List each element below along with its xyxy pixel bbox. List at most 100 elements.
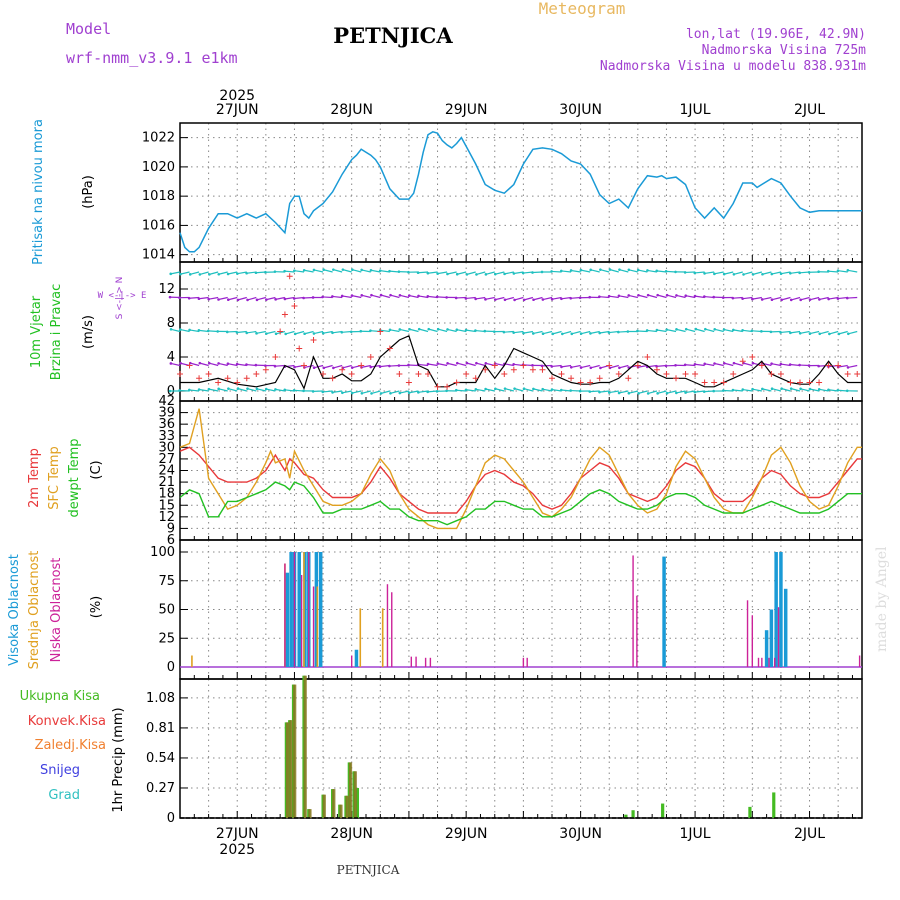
wind-arrow bbox=[228, 296, 238, 301]
wind-arrow bbox=[294, 270, 305, 273]
wind-arrow-head bbox=[331, 295, 334, 298]
wind-arrow-head bbox=[417, 327, 421, 331]
wind-arrow bbox=[476, 271, 486, 275]
wind-arrow bbox=[437, 271, 448, 275]
bottom-day-label: 27JUN bbox=[216, 826, 259, 842]
wind-arrow-head bbox=[283, 388, 287, 392]
wind-arrow-head bbox=[779, 272, 783, 276]
wind-arrow-head bbox=[521, 271, 525, 275]
wind-arrow-head bbox=[683, 363, 687, 367]
precip-bar bbox=[289, 720, 293, 818]
wind-arrow bbox=[170, 328, 181, 333]
wind-arrow-head bbox=[780, 387, 783, 390]
wind-arrow-head bbox=[626, 330, 630, 333]
wind-arrow-head bbox=[817, 270, 820, 274]
wind-arrow-head bbox=[561, 332, 564, 336]
wind-arrow-head bbox=[646, 293, 650, 297]
wind-arrow-head bbox=[799, 387, 802, 391]
bottom-year: 2025 bbox=[219, 842, 255, 858]
wind-arrow bbox=[714, 271, 724, 275]
y-tick-label: 1.08 bbox=[146, 691, 175, 706]
y-tick-label: 0.27 bbox=[146, 781, 175, 796]
wind-arrow-head bbox=[454, 296, 458, 300]
model-name: wrf-nmm_v3.9.1 e1km bbox=[66, 49, 238, 67]
wind-arrow-head bbox=[799, 298, 803, 302]
wind-gust-mark bbox=[558, 371, 565, 377]
wind-arrow-head bbox=[570, 332, 574, 336]
temp-unit: (C) bbox=[89, 460, 104, 479]
wind-arrow bbox=[838, 330, 848, 335]
wind-arrow bbox=[762, 271, 772, 275]
wind-arrow bbox=[590, 364, 600, 369]
wind-arrow-head bbox=[579, 366, 583, 369]
wind-arrow-head bbox=[332, 366, 335, 370]
wind-arrow-head bbox=[331, 331, 334, 335]
wind-arrow bbox=[227, 271, 238, 275]
wind-arrow bbox=[570, 269, 581, 273]
wind-gust-mark bbox=[205, 371, 212, 377]
wind-gust-mark bbox=[453, 379, 460, 386]
wind-arrow-head bbox=[789, 331, 792, 335]
meteogram-label: Meteogram bbox=[539, 0, 626, 18]
wind-arrow-head bbox=[807, 270, 811, 274]
wind-arrow-head bbox=[598, 331, 602, 335]
wind-arrow bbox=[218, 362, 228, 367]
wind-gust-mark bbox=[692, 371, 699, 377]
cloud-bar bbox=[632, 555, 634, 667]
temp-label-sfc: SFC Temp bbox=[47, 446, 62, 510]
wind-arrow-head bbox=[569, 269, 573, 272]
wind-arrow bbox=[638, 269, 648, 273]
wind-arrow bbox=[495, 388, 505, 392]
wind-arrow-head bbox=[370, 392, 373, 395]
wind-arrow-head bbox=[445, 296, 448, 299]
wind-arrow bbox=[361, 364, 371, 368]
wind-arrow-head bbox=[388, 269, 391, 273]
wind-arrow bbox=[246, 330, 257, 334]
wind-arrow-head bbox=[455, 272, 459, 276]
wind-arrow-head bbox=[751, 361, 755, 365]
y-tick-label: 12 bbox=[158, 510, 175, 525]
wind-arrow-head bbox=[398, 391, 402, 395]
wind-arrow-head bbox=[846, 366, 850, 369]
cloud-bar bbox=[308, 552, 310, 667]
cloud-bar bbox=[424, 657, 427, 667]
wind-arrow bbox=[800, 330, 810, 334]
wind-arrow-head bbox=[761, 387, 764, 391]
y-tick-label: 0 bbox=[167, 811, 175, 826]
wind-arrow bbox=[457, 271, 467, 275]
wind-arrow-head bbox=[608, 268, 612, 271]
wind-arrow-head bbox=[264, 387, 268, 391]
wind-arrow-head bbox=[578, 389, 582, 393]
wind-arrow bbox=[227, 363, 238, 367]
wind-arrow bbox=[848, 330, 858, 335]
wind-arrow bbox=[437, 363, 448, 367]
wind-arrow bbox=[666, 329, 677, 333]
wind-arrow-head bbox=[350, 391, 354, 395]
cloud-bar bbox=[300, 575, 303, 667]
wind-arrow bbox=[380, 294, 391, 299]
wind-arrow bbox=[247, 296, 257, 301]
precip-label-hail: Grad bbox=[48, 788, 80, 803]
wind-arrow-head bbox=[550, 365, 554, 368]
wind-gust-mark bbox=[825, 362, 832, 369]
wind-arrow bbox=[409, 294, 419, 299]
wind-arrow-head bbox=[770, 387, 774, 390]
wind-arrow-head bbox=[350, 294, 354, 297]
wind-arrow-head bbox=[760, 298, 764, 301]
wind-arrow bbox=[209, 271, 219, 275]
wind-gust-mark bbox=[348, 371, 355, 377]
cloud-bar bbox=[757, 657, 760, 667]
wind-gust-mark bbox=[501, 371, 508, 377]
cloud-bar bbox=[318, 552, 323, 667]
wind-arrow-head bbox=[694, 327, 698, 331]
wind-arrow-head bbox=[837, 332, 841, 336]
wind-arrow-head bbox=[340, 330, 344, 334]
wind-arrow-head bbox=[836, 388, 840, 392]
wind-arrow-head bbox=[655, 269, 659, 273]
wind-arrow bbox=[428, 328, 438, 333]
wind-arrow-head bbox=[693, 362, 697, 366]
wind-label-1: 10m Vjetar bbox=[29, 295, 44, 368]
wind-arrow-head bbox=[503, 298, 507, 302]
wind-arrow-head bbox=[388, 328, 392, 332]
